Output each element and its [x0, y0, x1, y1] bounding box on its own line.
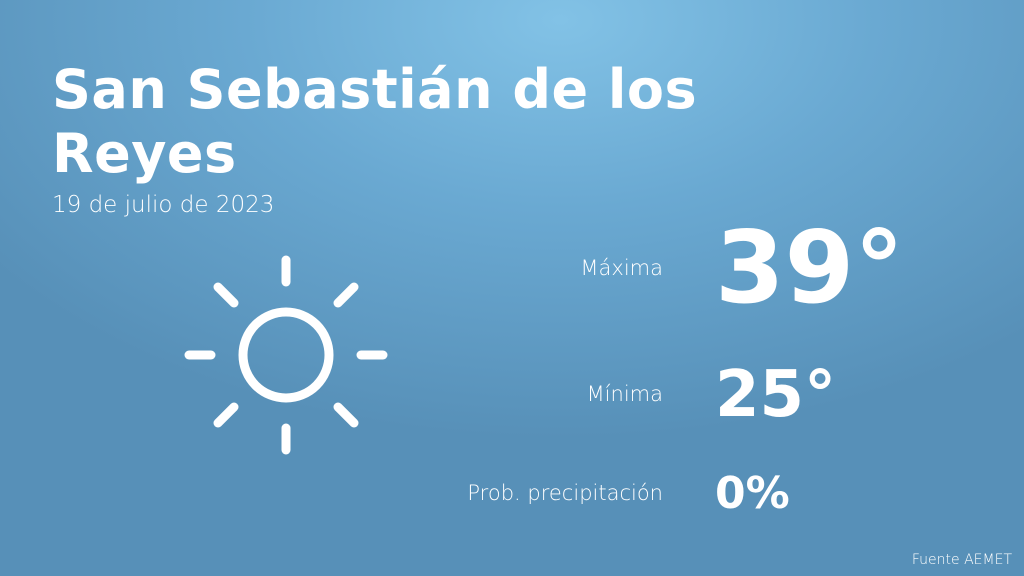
max-value: 39° [715, 209, 905, 326]
min-value: 25° [715, 358, 837, 432]
precip-label: Prob. precipitación [467, 481, 663, 505]
source: Fuente AEMET [911, 552, 1012, 568]
date: 19 de julio de 2023 [52, 192, 275, 218]
max-label: Máxima [580, 256, 663, 280]
precip-value: 0% [715, 468, 790, 519]
min-label: Mínima [586, 382, 663, 406]
city-title: San Sebastián de los Reyes [52, 58, 698, 185]
sun-icon [184, 255, 388, 455]
